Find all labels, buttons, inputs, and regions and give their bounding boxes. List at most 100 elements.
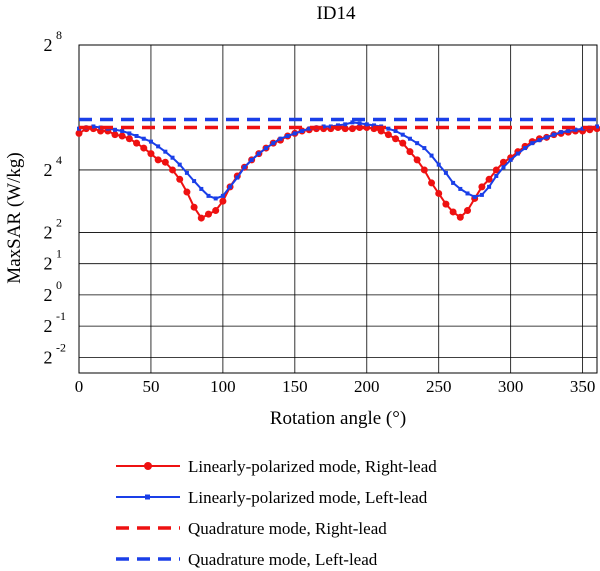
legend-marker — [144, 462, 152, 470]
data-point — [190, 203, 198, 211]
data-point — [499, 158, 507, 166]
data-point — [242, 165, 247, 170]
data-point — [523, 146, 528, 151]
data-point — [429, 153, 434, 158]
data-point — [415, 141, 420, 146]
data-point — [464, 207, 471, 215]
series-1 — [75, 124, 600, 222]
data-point — [154, 156, 162, 164]
x-tick-label: 150 — [282, 377, 308, 396]
data-point — [551, 132, 556, 137]
data-point — [392, 135, 400, 143]
data-point — [219, 197, 227, 205]
y-tick-exponent: 2 — [56, 215, 62, 229]
series-layer — [75, 117, 600, 222]
data-point — [205, 210, 212, 218]
data-point — [140, 144, 148, 152]
data-point — [364, 122, 369, 127]
data-point — [451, 180, 456, 185]
y-tick-labels: 2 82 42 22 12 02 -12 -2 — [44, 28, 67, 367]
x-tick-label: 350 — [570, 377, 596, 396]
data-point — [170, 155, 175, 160]
x-tick-label: 50 — [142, 377, 159, 396]
data-point — [406, 148, 414, 156]
data-point — [169, 166, 177, 174]
data-point — [384, 131, 392, 139]
data-point — [125, 135, 133, 143]
y-tick-exponent: 4 — [56, 153, 62, 167]
data-point — [228, 184, 233, 189]
data-point — [595, 124, 599, 129]
data-point — [422, 146, 427, 151]
data-point — [494, 173, 499, 178]
data-point — [256, 151, 261, 156]
data-point — [580, 126, 585, 131]
legend: Linearly-polarized mode, Right-lead Linea… — [116, 457, 437, 569]
data-point — [264, 146, 269, 151]
y-axis-label: MaxSAR (W/kg) — [4, 152, 25, 283]
data-point — [118, 132, 126, 140]
data-point — [235, 175, 240, 180]
data-point — [285, 133, 290, 138]
data-point — [443, 170, 448, 175]
data-point — [220, 193, 225, 198]
chart-title: ID14 — [316, 3, 356, 24]
data-point — [472, 194, 477, 199]
data-point — [307, 126, 312, 131]
grid — [78, 44, 598, 374]
data-point — [559, 130, 564, 135]
data-point — [292, 131, 297, 136]
data-point — [407, 136, 412, 141]
data-point — [177, 162, 182, 167]
data-point — [161, 158, 169, 166]
data-point — [566, 128, 571, 133]
data-point — [134, 133, 139, 138]
x-tick-label: 300 — [498, 377, 524, 396]
data-point — [183, 188, 191, 196]
y-tick-exponent: 8 — [56, 28, 62, 42]
data-point — [112, 127, 117, 132]
data-point — [436, 162, 441, 167]
y-tick-label: 2 -2 — [44, 340, 67, 367]
data-point — [206, 193, 211, 198]
data-point — [336, 123, 340, 128]
y-tick-base: 2 — [44, 35, 53, 55]
legend-label: Quadrature mode, Right-lead — [188, 519, 387, 538]
data-point — [515, 151, 520, 156]
data-point — [141, 136, 146, 141]
data-point — [192, 179, 197, 184]
data-point — [399, 139, 407, 147]
data-point — [413, 156, 421, 164]
data-point — [278, 136, 283, 141]
data-point — [127, 131, 132, 136]
y-tick-base: 2 — [44, 316, 53, 336]
legend-label: Quadrature mode, Left-lead — [188, 550, 378, 569]
data-point — [156, 144, 161, 149]
data-point — [249, 157, 254, 162]
x-axis-label: Rotation angle (°) — [270, 408, 406, 429]
data-point — [75, 129, 83, 137]
legend-label: Linearly-polarized mode, Right-lead — [188, 457, 437, 476]
data-point — [176, 175, 184, 183]
y-tick-exponent: -1 — [56, 309, 66, 323]
legend-item: Quadrature mode, Right-lead — [116, 519, 387, 538]
legend-item: Linearly-polarized mode, Left-lead — [116, 488, 428, 507]
legend-marker — [145, 494, 150, 500]
data-point — [449, 208, 457, 216]
data-point — [271, 141, 276, 146]
data-point — [400, 132, 405, 137]
y-tick-base: 2 — [44, 347, 53, 367]
data-point — [465, 191, 470, 196]
data-point — [111, 131, 119, 139]
data-point — [435, 189, 443, 197]
data-point — [393, 128, 398, 133]
data-point — [163, 149, 168, 154]
y-tick-exponent: 0 — [56, 278, 62, 292]
data-point — [120, 128, 125, 133]
